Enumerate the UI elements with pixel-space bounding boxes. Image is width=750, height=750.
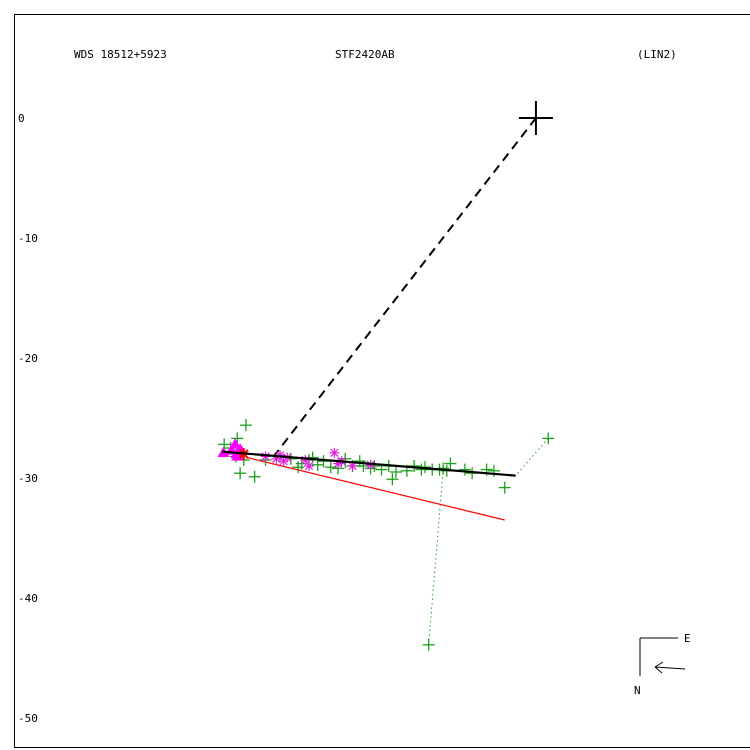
- y-tick-label: 0: [18, 112, 25, 125]
- observation-point: [248, 470, 261, 483]
- observation-point: [422, 638, 435, 651]
- primary-dashed-line: [271, 117, 537, 459]
- y-tick-label: -50: [18, 712, 38, 725]
- observation-point: [239, 419, 252, 432]
- speckle-point: [304, 461, 314, 471]
- observation-point: [357, 460, 370, 472]
- observation-point: [386, 473, 399, 486]
- y-tick-label: -20: [18, 352, 38, 365]
- y-tick-label: -10: [18, 232, 38, 245]
- triangle-point: [229, 438, 242, 449]
- y-tick-label: -40: [18, 592, 38, 605]
- wds-id-label: WDS 18512+5923: [74, 48, 167, 61]
- observation-point: [542, 432, 555, 445]
- observation-point: [234, 467, 247, 480]
- residual-link: [515, 438, 549, 476]
- speckle-point: [329, 447, 340, 458]
- residual-link: [428, 470, 444, 645]
- compass-arrow-head-lower: [654, 666, 663, 674]
- reference-line: [247, 457, 505, 521]
- compass-arrow-head-upper: [654, 661, 664, 668]
- chart-title: STF2420AB: [335, 48, 395, 61]
- compass-north-label: N: [634, 684, 641, 697]
- fit-line: [221, 450, 516, 477]
- compass-arrow-shaft: [654, 666, 686, 670]
- observation-point: [498, 481, 511, 494]
- observation-point: [458, 463, 471, 476]
- plot-frame: [14, 14, 750, 748]
- observation-point: [390, 466, 402, 478]
- solution-label: (LIN2): [637, 48, 677, 61]
- y-tick-label: -30: [18, 472, 38, 485]
- compass-east-label: E: [684, 632, 691, 645]
- observation-point: [444, 457, 457, 470]
